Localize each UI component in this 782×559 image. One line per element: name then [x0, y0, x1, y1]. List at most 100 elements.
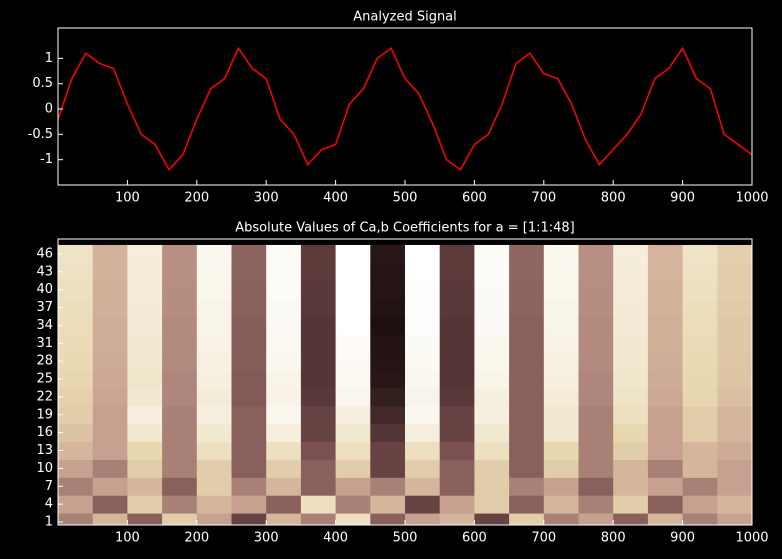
- heat-cell: [266, 495, 302, 514]
- heat-cell: [370, 405, 406, 425]
- heat-cell: [717, 370, 753, 389]
- x-tick-label: 1000: [735, 531, 768, 546]
- heat-cell: [335, 370, 371, 389]
- heat-cell: [682, 280, 718, 300]
- heat-cell: [231, 387, 267, 407]
- heat-cell: [717, 477, 753, 496]
- heat-cell: [439, 477, 475, 496]
- heat-cell: [509, 423, 545, 443]
- heat-cell: [162, 352, 198, 371]
- heat-cell: [682, 459, 718, 478]
- heat-cell: [266, 441, 302, 460]
- heat-cell: [682, 262, 718, 282]
- heat-cell: [578, 405, 614, 425]
- heat-cell: [162, 262, 198, 282]
- heat-cell: [127, 316, 163, 335]
- heat-cell: [370, 244, 406, 264]
- heat-cell: [543, 244, 579, 264]
- y-tick-label: 25: [36, 372, 53, 387]
- heat-cell: [300, 262, 337, 282]
- x-tick-label: 900: [670, 531, 695, 546]
- heat-cell: [647, 352, 684, 371]
- heat-cell: [266, 513, 302, 526]
- heat-cell: [405, 477, 441, 496]
- heat-cell: [300, 298, 337, 317]
- heat-cell: [578, 280, 614, 300]
- heat-cell: [647, 370, 684, 389]
- heat-cell: [370, 370, 406, 389]
- x-tick-label: 800: [601, 531, 626, 546]
- y-tick-label: 7: [45, 479, 53, 494]
- heat-cell: [682, 423, 718, 443]
- heat-cell: [300, 387, 337, 407]
- heat-cell: [717, 316, 753, 335]
- heat-cell: [127, 459, 163, 478]
- heat-cell: [613, 262, 649, 282]
- heat-cell: [543, 316, 579, 335]
- heat-cell: [370, 334, 406, 353]
- x-tick-label: 700: [531, 191, 556, 206]
- heat-cell: [439, 298, 475, 317]
- heat-cell: [127, 513, 163, 526]
- heat-cell: [647, 441, 684, 460]
- heat-cell: [682, 513, 718, 526]
- heat-cell: [578, 370, 614, 389]
- heat-cell: [578, 513, 614, 526]
- heat-cell: [266, 334, 302, 353]
- heat-cell: [162, 387, 198, 407]
- heat-cell: [439, 370, 475, 389]
- heat-cell: [231, 370, 267, 389]
- heat-cell: [682, 334, 718, 353]
- heat-cell: [370, 423, 406, 443]
- heat-cell: [196, 477, 232, 496]
- heat-cell: [509, 244, 545, 264]
- heat-cell: [162, 477, 198, 496]
- heat-cell: [717, 352, 753, 371]
- heat-cell: [474, 495, 510, 514]
- heat-cell: [266, 405, 302, 425]
- heat-cell: [717, 280, 753, 300]
- heat-cell: [474, 298, 510, 317]
- heat-cell: [300, 352, 337, 371]
- heat-cell: [58, 352, 94, 371]
- heat-cell: [231, 262, 267, 282]
- heat-cell: [370, 352, 406, 371]
- heat-cell: [370, 280, 406, 300]
- heat-cell: [162, 244, 198, 264]
- heat-cell: [196, 495, 232, 514]
- x-tick-label: 400: [323, 531, 348, 546]
- heat-cell: [127, 280, 163, 300]
- heat-cell: [613, 280, 649, 300]
- heat-cell: [647, 334, 684, 353]
- heat-cell: [266, 423, 302, 443]
- heat-cell: [127, 352, 163, 371]
- heat-cell: [300, 280, 337, 300]
- heat-cell: [335, 513, 371, 526]
- heat-cell: [92, 334, 128, 353]
- heat-cell: [543, 513, 579, 526]
- heat-cell: [196, 352, 232, 371]
- x-tick-label: 800: [601, 191, 626, 206]
- heat-cell: [196, 387, 232, 407]
- heat-cell: [92, 298, 128, 317]
- heat-cell: [613, 334, 649, 353]
- heat-cell: [578, 316, 614, 335]
- y-tick-label: 0.5: [32, 76, 53, 91]
- heat-cell: [300, 370, 337, 389]
- heat-cell: [578, 244, 614, 264]
- heat-cell: [509, 334, 545, 353]
- heat-cell: [92, 477, 128, 496]
- heat-cell: [682, 298, 718, 317]
- heat-cell: [509, 280, 545, 300]
- heat-cell: [370, 316, 406, 335]
- heat-cell: [335, 495, 371, 514]
- heat-cell: [162, 280, 198, 300]
- heat-cell: [474, 513, 510, 526]
- heat-cell: [543, 298, 579, 317]
- heat-cell: [127, 441, 163, 460]
- x-tick-label: 400: [323, 191, 348, 206]
- heat-cell: [335, 441, 371, 460]
- heat-cell: [231, 477, 267, 496]
- y-tick-label: 31: [36, 336, 53, 351]
- heat-cell: [196, 370, 232, 389]
